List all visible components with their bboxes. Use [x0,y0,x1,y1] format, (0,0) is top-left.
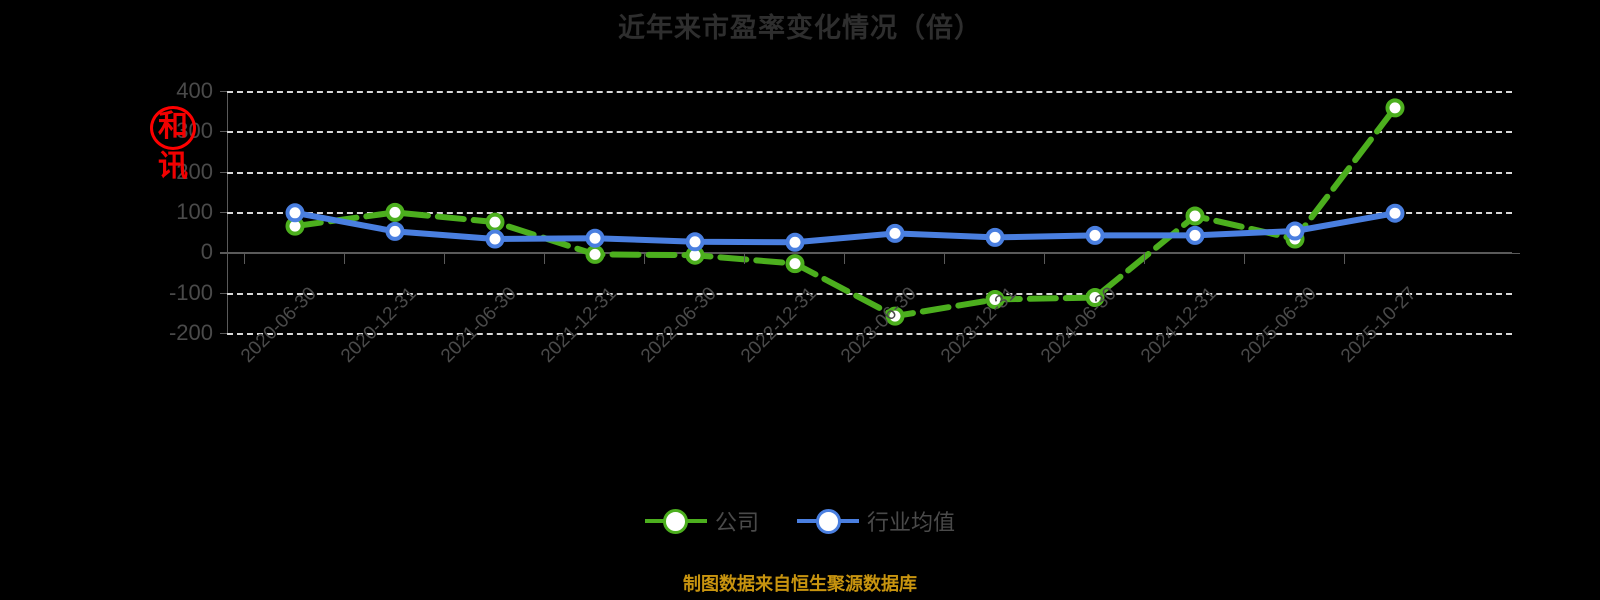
x-axis-tick [1144,253,1145,264]
x-axis-tick [444,253,445,264]
y-axis-label: -100 [168,279,213,305]
legend-label-company: 公司 [714,510,759,535]
x-axis-tick [244,253,245,264]
x-axis-tick [944,253,945,264]
zero-line [220,252,1512,254]
x-axis-tick [544,253,545,264]
watermark-logo: 和讯 [158,110,188,183]
grid-line [227,131,1512,134]
page-title: 近年来市盈率变化情况（倍） [618,13,982,43]
y-axis-tick [220,131,227,133]
grid-line [227,333,1512,335]
y-axis-label: 200 [176,158,213,184]
y-axis-label: -200 [168,320,213,345]
legend-label-industry-average: 行业均值 [867,510,956,535]
x-axis-tick [1244,253,1245,264]
x-axis-tick [644,253,645,264]
y-axis-tick [220,292,227,294]
x-axis-tick [744,253,745,264]
y-axis-label: 100 [176,199,213,224]
y-axis-tick [220,91,227,92]
y-axis-tick [220,252,227,254]
y-axis-tick [220,333,227,334]
y-axis-label: 0 [200,239,213,265]
x-axis-tick [1344,253,1345,264]
x-axis-tick [1044,253,1045,264]
grid-line [227,212,1512,214]
y-axis-tick [220,171,227,173]
legend-item-industry-average[interactable]: 行业均值 [797,505,955,537]
x-axis-tick [844,253,845,264]
y-axis-tick [220,212,227,213]
grid-line [227,292,1512,295]
legend-item-company[interactable]: 公司 [644,505,759,537]
watermark-ring [150,106,196,150]
chart-legend: 公司 行业均值 [0,505,1600,537]
data-source-note: 制图数据来自恒生聚源数据库 [683,574,917,594]
grid-line [227,171,1512,174]
grid-line [227,91,1512,93]
y-axis-label: 400 [176,78,213,103]
x-axis-tick [344,253,345,264]
